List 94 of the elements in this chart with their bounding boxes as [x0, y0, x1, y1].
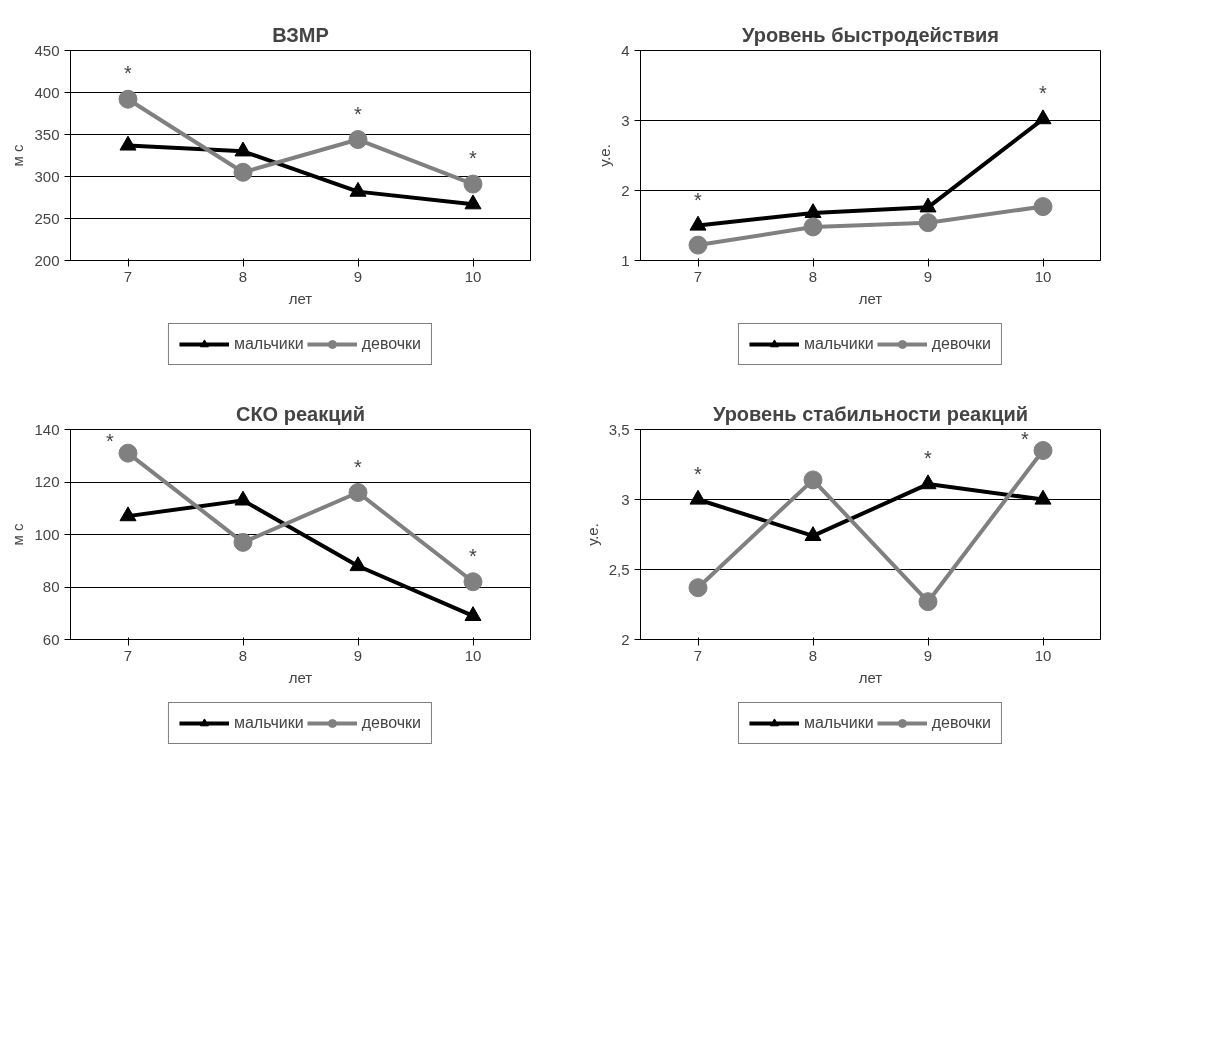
y-tick-label: 2,5 — [608, 560, 630, 578]
y-tick-label: 120 — [34, 473, 60, 490]
y-tick-label: 60 — [42, 630, 60, 648]
x-tick-label: 10 — [464, 267, 482, 285]
x-tick-label: 10 — [1034, 267, 1052, 285]
x-axis-title: лет — [288, 668, 313, 686]
y-axis-title: у.е. — [583, 523, 601, 546]
y-axis-title: у.е. — [596, 144, 614, 167]
y-tick-label: 2 — [621, 630, 630, 648]
x-tick-label: 8 — [808, 267, 818, 285]
x-tick-label: 7 — [123, 646, 133, 664]
x-tick-label: 10 — [464, 646, 482, 664]
point — [464, 606, 482, 621]
y-tick-label: 450 — [34, 41, 60, 59]
x-tick-label: 9 — [923, 646, 933, 664]
x-tick-label: 9 — [923, 267, 933, 285]
legend-label: девочки — [361, 714, 422, 732]
y-tick-label: 200 — [34, 251, 60, 269]
y-axis-title: м с — [9, 523, 27, 546]
legend-label: мальчики — [233, 335, 304, 353]
point — [464, 194, 482, 210]
x-tick-label: 7 — [693, 646, 703, 664]
point — [119, 506, 137, 522]
y-axis-title: м с — [9, 144, 27, 167]
point — [689, 489, 707, 505]
y-tick-label: 3 — [621, 490, 630, 508]
legend-label: мальчики — [803, 714, 874, 732]
point — [918, 213, 938, 233]
annotation: * — [1039, 82, 1048, 105]
chart-title: ВЗМР — [272, 23, 329, 46]
chart-title: Уровень стабильности реакций — [712, 402, 1029, 425]
annotation: * — [354, 455, 363, 478]
annotation: * — [469, 147, 478, 170]
x-tick-label: 9 — [353, 267, 363, 285]
annotation: * — [469, 544, 478, 567]
y-tick-label: 250 — [34, 209, 60, 227]
annotation: * — [1021, 427, 1030, 450]
point — [918, 592, 938, 612]
point — [688, 235, 708, 255]
legend-label: мальчики — [233, 714, 304, 732]
x-axis-title: лет — [858, 668, 883, 686]
point — [1033, 197, 1053, 217]
point — [804, 203, 822, 219]
x-axis-title: лет — [858, 289, 883, 307]
annotation: * — [694, 462, 703, 485]
point — [234, 490, 252, 506]
point — [804, 526, 822, 542]
y-tick-label: 2 — [621, 181, 630, 199]
point — [349, 181, 367, 197]
point — [234, 141, 252, 157]
y-tick-label: 3,5 — [608, 420, 630, 438]
point — [688, 578, 708, 598]
x-tick-label: 8 — [808, 646, 818, 664]
point — [1034, 489, 1052, 505]
point — [348, 130, 368, 150]
x-tick-label: 7 — [123, 267, 133, 285]
legend-label: девочки — [931, 335, 992, 353]
annotation: * — [924, 447, 933, 470]
x-tick-label: 9 — [353, 646, 363, 664]
y-tick-label: 400 — [34, 83, 60, 101]
x-tick-label: 8 — [238, 646, 248, 664]
point — [233, 532, 253, 552]
point — [118, 89, 138, 109]
y-tick-label: 4 — [621, 41, 630, 59]
annotation: * — [106, 430, 115, 453]
y-tick-label: 350 — [34, 125, 60, 143]
annotation: * — [354, 102, 363, 125]
x-axis-title: лет — [288, 289, 313, 307]
point — [233, 162, 253, 182]
legend-label: девочки — [931, 714, 992, 732]
point — [463, 174, 483, 194]
y-tick-label: 100 — [34, 525, 60, 543]
legend-label: девочки — [361, 335, 422, 353]
point — [803, 217, 823, 237]
annotation: * — [694, 188, 703, 211]
legend-label: мальчики — [803, 335, 874, 353]
point — [1034, 109, 1052, 125]
point — [919, 474, 937, 490]
chart-title: СКО реакций — [235, 402, 366, 425]
y-tick-label: 3 — [621, 111, 630, 129]
x-tick-label: 7 — [693, 267, 703, 285]
point — [118, 443, 138, 463]
annotation: * — [124, 62, 133, 85]
point — [348, 483, 368, 502]
point — [349, 556, 367, 572]
chart-title: Уровень быстродействия — [741, 23, 1000, 46]
point — [919, 197, 937, 213]
x-tick-label: 10 — [1034, 646, 1052, 664]
y-tick-label: 1 — [621, 251, 630, 269]
y-tick-label: 80 — [42, 578, 60, 595]
point — [119, 135, 137, 151]
x-tick-label: 8 — [238, 267, 248, 285]
y-tick-label: 140 — [34, 420, 60, 438]
y-tick-label: 300 — [34, 167, 60, 185]
